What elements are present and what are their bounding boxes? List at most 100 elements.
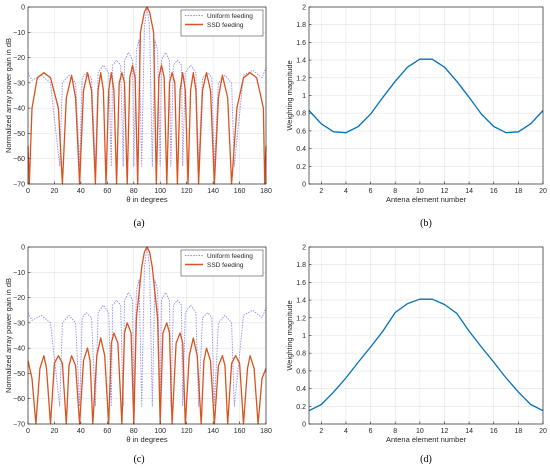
y-tick-label: −40: [13, 346, 25, 353]
panel-caption: (a): [133, 218, 144, 229]
y-tick-label: 2: [302, 5, 306, 12]
x-tick-label: 80: [130, 188, 138, 195]
y-tick-label: 1.8: [296, 262, 306, 269]
x-axis-label: Antena element number: [386, 195, 467, 204]
y-tick-label: −10: [13, 30, 25, 37]
y-tick-label: 1.4: [296, 298, 306, 305]
x-tick-label: 18: [514, 188, 522, 195]
y-tick-label: 0: [21, 5, 25, 12]
x-tick-label: 2: [319, 188, 323, 195]
y-tick-label: −20: [13, 295, 25, 302]
axes-box: [27, 6, 267, 185]
y-tick-label: 0.4: [296, 146, 306, 153]
y-tick-label: −50: [13, 371, 25, 378]
y-tick-label: −70: [13, 422, 25, 429]
y-tick-label: 1.6: [296, 280, 306, 287]
y-tick-label: 0: [302, 182, 306, 189]
y-tick-label: −70: [13, 182, 25, 189]
y-axis-label: Normalized array power gain in dB: [4, 278, 13, 393]
y-tick-label: −10: [13, 270, 25, 277]
legend-label: SSD feeding: [207, 22, 244, 29]
x-tick-label: 0: [26, 428, 30, 435]
x-tick-label: 18: [514, 428, 522, 435]
y-tick-label: −50: [13, 131, 25, 138]
x-tick-label: 12: [441, 188, 449, 195]
y-tick-label: −60: [13, 156, 25, 163]
x-tick-label: 140: [207, 188, 219, 195]
y-tick-label: 1.4: [296, 58, 306, 65]
x-tick-label: 6: [369, 188, 373, 195]
axes-box: [27, 246, 267, 425]
x-axis-label: θ in degrees: [126, 435, 168, 444]
x-tick-label: 4: [344, 428, 348, 435]
y-tick-label: 0: [21, 245, 25, 252]
y-axis-label: Weighting magnitude: [285, 60, 294, 130]
plot-area: [28, 7, 266, 184]
x-tick-label: 80: [130, 428, 138, 435]
x-tick-label: 120: [181, 188, 193, 195]
legend-box: [180, 249, 264, 277]
x-tick-label: 6: [369, 428, 373, 435]
y-tick-label: −20: [13, 55, 25, 62]
chart-b: 2 4 6 8 10 12 14 16 18 20 0 0.2 0.4 0.6 0.8 1 1.2 1.4 1.6 1…: [285, 5, 547, 230]
x-tick-label: 20: [539, 188, 547, 195]
y-axis-label: Weighting magnitude: [285, 300, 294, 370]
x-tick-label: 160: [234, 428, 246, 435]
y-tick-label: 0.8: [296, 351, 306, 358]
x-tick-label: 100: [154, 428, 166, 435]
legend: Uniform feeding SSD feeding: [180, 9, 264, 37]
panel-caption: (c): [133, 454, 144, 465]
x-tick-label: 140: [207, 428, 219, 435]
x-tick-label: 40: [77, 188, 85, 195]
y-axis-label: Normalized array power gain in dB: [4, 38, 13, 153]
x-tick-label: 60: [103, 428, 111, 435]
y-tick-label: 1: [302, 333, 306, 340]
series-line-weighting-0: [308, 58, 544, 134]
x-tick-label: 14: [465, 428, 473, 435]
x-tick-label: 8: [393, 428, 397, 435]
y-tick-label: 0: [302, 422, 306, 429]
y-tick-label: 0.2: [296, 164, 306, 171]
x-tick-label: 180: [260, 428, 272, 435]
legend: Uniform feeding SSD feeding: [180, 249, 264, 277]
x-tick-label: 20: [51, 428, 59, 435]
panel-caption: (d): [420, 454, 432, 465]
panel-caption: (b): [420, 218, 432, 229]
x-tick-label: 12: [441, 428, 449, 435]
y-tick-label: 1: [302, 93, 306, 100]
x-tick-label: 10: [416, 188, 424, 195]
x-axis-label: θ in degrees: [126, 195, 168, 204]
x-tick-label: 20: [539, 428, 547, 435]
x-tick-label: 60: [103, 188, 111, 195]
legend-box: [180, 9, 264, 37]
legend-label: Uniform feeding: [207, 253, 253, 260]
y-tick-label: −60: [13, 396, 25, 403]
y-tick-label: 1.6: [296, 40, 306, 47]
y-tick-label: 1.2: [296, 75, 306, 82]
x-tick-label: 16: [490, 188, 498, 195]
x-tick-label: 180: [260, 188, 272, 195]
y-tick-label: 0.2: [296, 404, 306, 411]
x-tick-label: 16: [490, 428, 498, 435]
y-tick-label: −30: [13, 80, 25, 87]
x-axis-label: Antena element number: [386, 435, 467, 444]
x-tick-label: 4: [344, 188, 348, 195]
chart-a: 0 20 40 60 80 100 120 140 160 180 0 −10 −20 −30 −40 −50…: [4, 5, 272, 230]
x-tick-label: 40: [77, 428, 85, 435]
y-tick-label: 2: [302, 245, 306, 252]
x-tick-label: 120: [181, 428, 193, 435]
x-tick-label: 20: [51, 188, 59, 195]
chart-c: 0 20 40 60 80 100 120 140 160 180 0 −10 −20 −30 −40 −50…: [4, 245, 272, 466]
x-tick-label: 14: [465, 188, 473, 195]
legend-label: SSD feeding: [207, 262, 244, 269]
x-tick-label: 160: [234, 188, 246, 195]
y-tick-label: 0.8: [296, 111, 306, 118]
legend-label: Uniform feeding: [207, 13, 253, 20]
y-tick-label: 0.6: [296, 368, 306, 375]
y-tick-label: 1.8: [296, 22, 306, 29]
x-tick-label: 0: [26, 188, 30, 195]
y-tick-label: 1.2: [296, 315, 306, 322]
series-line-weighting-0: [308, 298, 544, 412]
x-tick-label: 100: [154, 188, 166, 195]
x-tick-label: 10: [416, 428, 424, 435]
